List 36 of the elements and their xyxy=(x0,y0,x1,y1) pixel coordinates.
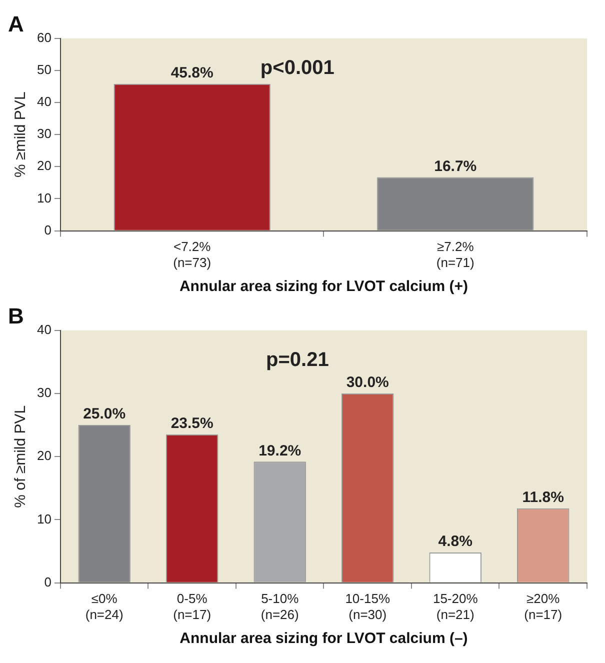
data-label: 19.2% xyxy=(258,442,302,460)
y-axis-title: % of ≥mild PVL xyxy=(12,405,30,508)
x-axis-title: Annular area sizing for LVOT calcium (–) xyxy=(180,630,468,648)
x-tick-label: <7.2% (n=73) xyxy=(173,239,212,270)
x-tick-label: 5-10% (n=26) xyxy=(260,591,300,622)
annotation: p<0.001 xyxy=(260,56,334,79)
data-label: 16.7% xyxy=(434,158,477,175)
chart-title: A xyxy=(8,11,24,36)
y-tick-label: 0 xyxy=(44,222,52,238)
data-label: 25.0% xyxy=(83,406,126,423)
annotation: p=0.21 xyxy=(266,348,329,371)
y-tick-label: 0 xyxy=(44,574,52,590)
x-tick-label: ≤0% (n=24) xyxy=(85,591,124,622)
data-label: 23.5% xyxy=(170,415,214,432)
y-axis-title: % ≥mild PVL xyxy=(12,92,30,178)
y-tick-label: 30 xyxy=(36,126,52,142)
x-axis-title: Annular area sizing for LVOT calcium (+) xyxy=(179,278,468,296)
y-tick-label: 10 xyxy=(36,511,52,526)
y-tick-label: 50 xyxy=(36,62,52,78)
chart-title: B xyxy=(8,303,24,328)
y-tick-label: 20 xyxy=(36,158,52,174)
x-tick-label: ≥7.2% (n=71) xyxy=(436,239,474,270)
y-tick-label: 60 xyxy=(36,30,52,45)
x-tick-label: ≥20% (n=17) xyxy=(524,591,562,622)
x-tick-label: 0-5% (n=17) xyxy=(173,591,212,622)
y-tick-label: 40 xyxy=(36,94,52,110)
data-label: 30.0% xyxy=(346,374,389,392)
x-tick-label: 10-15% (n=30) xyxy=(345,591,390,622)
y-tick-label: 10 xyxy=(36,190,52,206)
x-tick-label: 15-20% (n=21) xyxy=(432,591,478,622)
data-label: 45.8% xyxy=(170,64,214,82)
y-tick-label: 30 xyxy=(36,385,52,400)
data-label: 4.8% xyxy=(438,533,472,550)
y-tick-label: 40 xyxy=(36,322,52,337)
data-label: 11.8% xyxy=(522,488,564,506)
y-tick-label: 20 xyxy=(36,448,52,464)
